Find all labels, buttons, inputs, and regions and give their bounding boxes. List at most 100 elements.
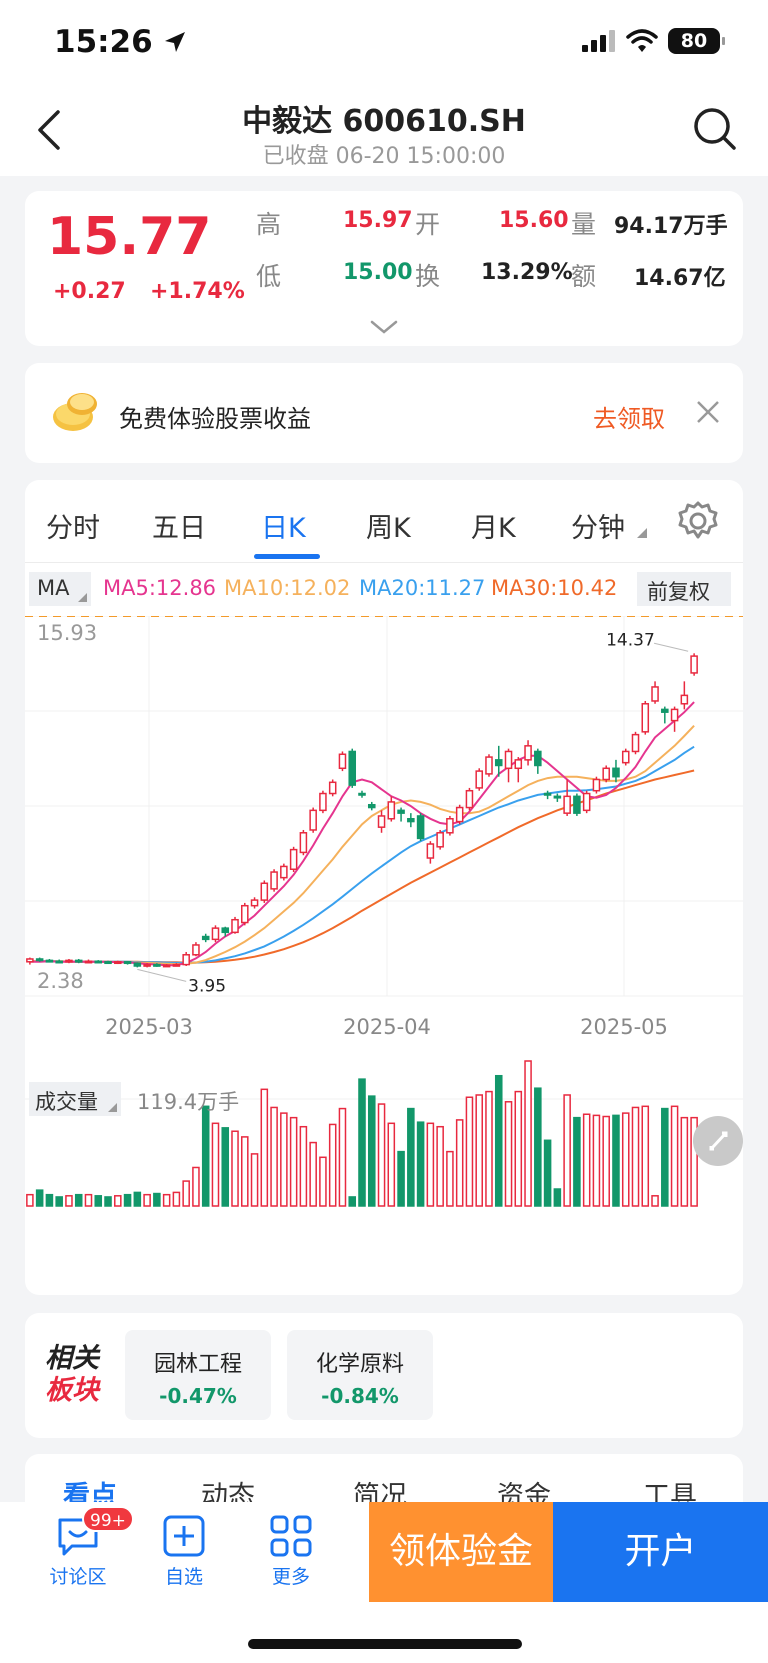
x-axis-tick-label: 2025-04: [343, 1015, 431, 1039]
y-axis-bottom-label: 2.38: [37, 969, 84, 993]
volume-bar: [416, 1121, 425, 1207]
candle-body: [328, 781, 337, 795]
min-price-annotation: 3.95: [188, 976, 226, 996]
home-indicator: [248, 1639, 522, 1649]
volume-bar: [260, 1088, 269, 1207]
candle-body: [377, 815, 386, 828]
volume-bar: [553, 1188, 562, 1207]
sector-chip[interactable]: 园林工程 -0.47%: [125, 1330, 271, 1420]
volume-bar: [153, 1192, 161, 1207]
volume-bar: [338, 1107, 347, 1207]
candle-body: [84, 960, 93, 964]
candle-body: [641, 703, 650, 733]
volume-bar: [182, 1180, 190, 1207]
volume-bar: [104, 1196, 112, 1207]
volume-bar: [162, 1193, 171, 1207]
volume-bar: [592, 1114, 601, 1207]
related-sectors-card: 相关 板块 园林工程 -0.47% 化学原料 -0.84%: [25, 1313, 743, 1438]
volume-bar: [192, 1166, 200, 1207]
dropdown-triangle-icon: [108, 1103, 117, 1112]
watchlist-button[interactable]: 自选: [144, 1514, 224, 1589]
candle-body: [143, 963, 151, 967]
candle-body: [436, 832, 444, 848]
tab-intraday[interactable]: 分时: [46, 513, 100, 544]
sector-change: -0.84%: [321, 1384, 399, 1408]
wifi-icon: [626, 29, 658, 52]
candle-body: [524, 745, 532, 761]
back-arrow-icon[interactable]: [30, 108, 70, 152]
open-value: 15.60: [499, 208, 569, 233]
volume-bar: [377, 1103, 386, 1207]
volume-bar: [211, 1122, 220, 1207]
candle-body: [133, 962, 142, 967]
kline-chart[interactable]: 15.93 2.38 14.37 3.95 2025-03 2025-04 2025-05: [25, 616, 743, 1216]
promo-text: 免费体验股票收益: [119, 405, 311, 433]
volume-bar: [172, 1191, 181, 1207]
candle-body: [680, 694, 689, 705]
volume-bar: [241, 1136, 249, 1207]
claim-experience-funds-button[interactable]: 领体验金: [369, 1502, 553, 1602]
volume-bar: [328, 1123, 337, 1207]
ma-selector[interactable]: MA: [29, 572, 91, 606]
active-tab-indicator: [254, 554, 320, 559]
tab-monthly-k[interactable]: 月K: [471, 513, 516, 544]
tab-five-day[interactable]: 五日: [152, 513, 206, 544]
sector-name: 化学原料: [315, 1352, 404, 1377]
cellular-signal-icon: [582, 30, 615, 52]
battery-indicator: 80: [668, 28, 725, 54]
candle-body: [602, 767, 610, 781]
chevron-down-icon[interactable]: [370, 319, 398, 335]
divider: [25, 562, 743, 563]
volume-bar: [367, 1095, 376, 1207]
volume-bar: [358, 1078, 366, 1207]
discuss-button[interactable]: 讨论区: [38, 1514, 118, 1589]
candle-body: [270, 871, 278, 890]
volume-bar: [348, 1196, 357, 1207]
candle-body: [74, 959, 83, 963]
ma30-value: MA30:10.42: [491, 576, 618, 600]
sector-change: -0.47%: [159, 1384, 237, 1408]
turnover-label: 换: [415, 262, 441, 291]
candle-body: [309, 809, 317, 831]
fullscreen-button[interactable]: [693, 1116, 743, 1166]
watchlist-label: 自选: [164, 1566, 203, 1588]
claim-button[interactable]: 去领取: [593, 405, 665, 433]
candle-body: [65, 959, 73, 963]
volume-value: 119.4万手: [137, 1090, 240, 1114]
candle-body: [553, 795, 562, 799]
volume-bar: [524, 1060, 532, 1207]
candle-body: [504, 750, 513, 770]
gold-coin-icon: [53, 393, 97, 431]
volume-bar: [504, 1101, 513, 1207]
open-account-button[interactable]: 开户: [553, 1502, 768, 1602]
search-icon[interactable]: [692, 106, 738, 152]
gear-icon[interactable]: [677, 500, 719, 542]
candle-body: [182, 954, 190, 966]
ma10-value: MA10:12.02: [224, 576, 351, 600]
expand-icon: [709, 1131, 728, 1151]
volume-bar: [582, 1113, 591, 1207]
discuss-label: 讨论区: [49, 1566, 107, 1588]
candle-body: [573, 795, 581, 814]
market-status: 已收盘 06-20 15:00:00: [262, 144, 506, 169]
candle-body: [114, 961, 122, 965]
grid-icon: [270, 1515, 312, 1557]
tab-dropdown-triangle-icon: [637, 528, 647, 538]
promo-banner[interactable]: 免费体验股票收益 去领取: [25, 363, 743, 463]
tab-minute[interactable]: 分钟: [571, 513, 625, 544]
volume-bar: [65, 1195, 73, 1207]
volume-indicator-selector[interactable]: 成交量: [29, 1082, 121, 1116]
close-icon[interactable]: [695, 399, 721, 425]
tab-weekly-k[interactable]: 周K: [366, 513, 411, 544]
amount-label: 额: [571, 262, 597, 291]
volume-bar: [670, 1105, 679, 1207]
low-value: 15.00: [343, 260, 413, 285]
candle-body: [123, 961, 132, 965]
tab-daily-k[interactable]: 日K: [261, 513, 306, 544]
price-adjust-selector[interactable]: 前复权: [637, 572, 731, 606]
more-button[interactable]: 更多: [251, 1514, 331, 1589]
candle-body: [631, 733, 640, 753]
sector-chip[interactable]: 化学原料 -0.84%: [287, 1330, 433, 1420]
volume-bar: [573, 1116, 581, 1207]
turnover-value: 13.29%: [481, 260, 573, 285]
